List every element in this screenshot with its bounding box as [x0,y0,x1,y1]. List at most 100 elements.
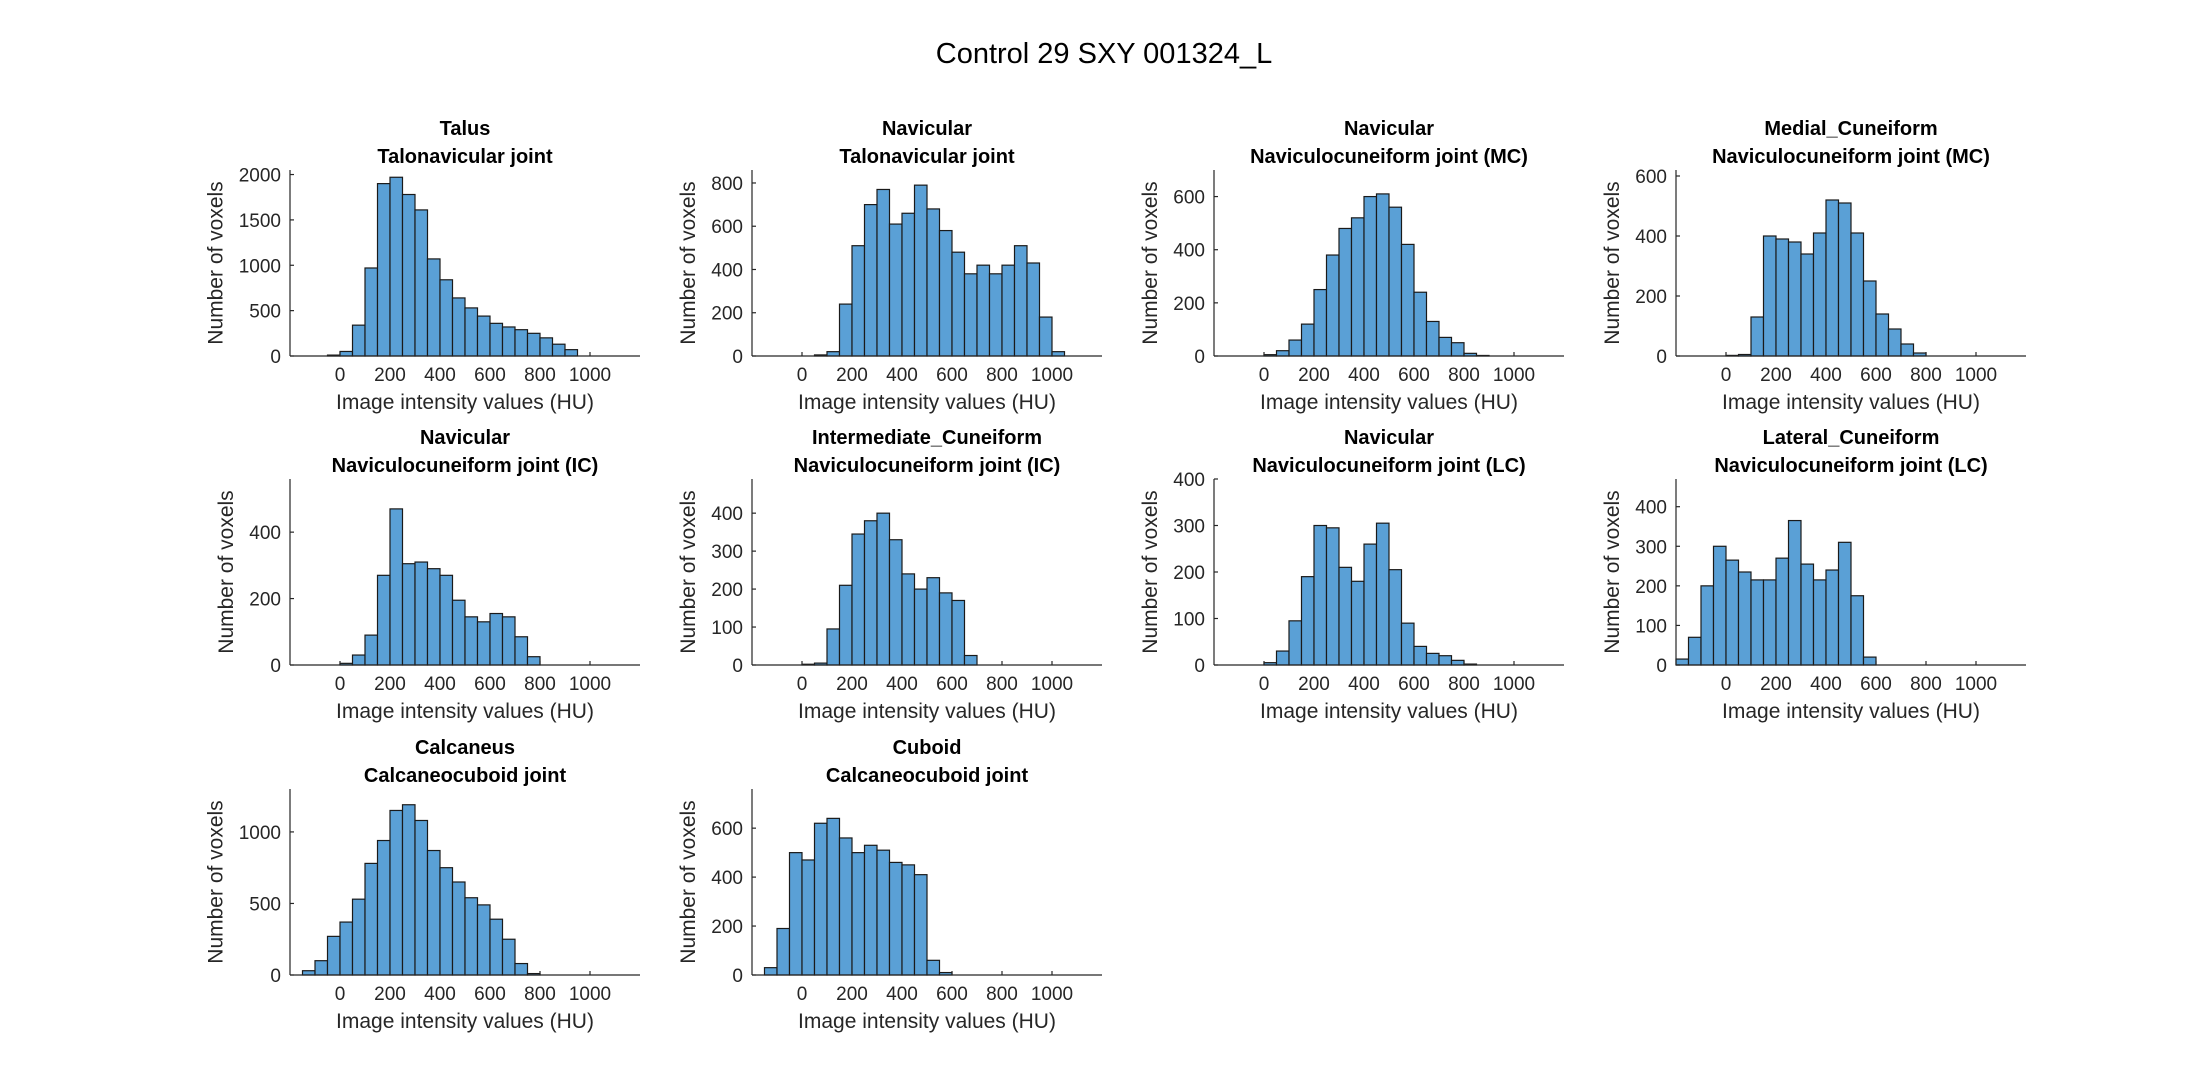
histogram-bar [851,852,866,976]
panel-title: Talus [440,118,491,140]
histogram-bar [339,350,354,357]
histogram-bar [1850,595,1865,666]
histogram-bar [1800,563,1815,666]
histogram-bars [1675,519,1877,666]
histogram-bar [376,574,391,666]
y-tick-label: 0 [270,347,281,368]
x-tick-label: 1000 [1031,674,1073,695]
histogram-bar [1825,569,1840,666]
histogram-bar [476,904,491,976]
histogram-bar [938,229,953,357]
histogram-bar [426,849,441,976]
histogram-bars [763,817,953,976]
histogram-bar [1375,193,1390,357]
x-tick-label: 200 [1298,674,1330,695]
histogram-bar [838,584,853,666]
y-tick-label: 1500 [239,211,281,232]
y-tick-label: 0 [1194,656,1205,677]
histogram-bar [851,533,866,666]
x-axis-label: Image intensity values (HU) [1722,700,1980,723]
histogram-bar [1338,227,1353,357]
histogram-bar [1275,650,1290,666]
histogram-bar [1001,264,1016,357]
x-tick-label: 0 [1259,674,1270,695]
histogram-bar [1425,652,1440,666]
histogram-bar [376,183,391,357]
histogram-bars [813,184,1066,357]
y-tick-label: 400 [711,260,743,281]
x-tick-label: 0 [335,674,346,695]
y-tick-label: 100 [711,618,743,639]
x-tick-label: 800 [524,984,556,1005]
y-tick-label: 300 [1635,537,1667,558]
x-tick-label: 400 [1348,674,1380,695]
histogram-bar [888,223,903,357]
histogram-bar [863,844,878,976]
y-tick-label: 600 [711,819,743,840]
x-tick-label: 600 [936,674,968,695]
panel-title: Naviculocuneiform joint (IC) [332,455,599,477]
x-tick-label: 400 [886,365,918,386]
x-tick-label: 800 [524,674,556,695]
y-axis-label: Number of voxels [677,181,700,344]
x-tick-label: 1000 [569,365,611,386]
histogram-bar [426,258,441,357]
histogram-bar [1837,202,1852,357]
x-tick-label: 800 [986,674,1018,695]
x-tick-label: 1000 [569,674,611,695]
histogram-bar [1850,232,1865,357]
histogram-bar [926,959,941,976]
histogram-bar [426,568,441,666]
histogram-bar [476,315,491,357]
histogram-bar [1675,658,1690,666]
x-tick-label: 1000 [1955,365,1997,386]
histogram-bars [1263,522,1478,666]
histogram-bar [364,267,379,357]
histogram-bar [464,897,479,976]
y-tick-label: 100 [1173,610,1205,631]
histogram-panel: 0 200 400 600 800 1000 0 500 1000 1500 2000 Image i… [205,118,640,414]
panel-title: Naviculocuneiform joint (IC) [794,455,1061,477]
histogram-panel: 0 200 400 600 800 1000 0 200 400 600 800 Image inte… [677,118,1102,414]
histogram-bar [526,656,541,666]
histogram-bars [801,512,978,666]
histogram-bars [301,804,541,976]
x-tick-label: 200 [1760,674,1792,695]
y-tick-label: 0 [1194,347,1205,368]
histogram-bar [1300,576,1315,666]
histogram-bar [1338,566,1353,666]
x-tick-label: 1000 [1955,674,1997,695]
x-tick-label: 400 [1348,365,1380,386]
histogram-bar [851,245,866,357]
histogram-bar [501,326,516,357]
histogram-bar [514,636,529,666]
y-tick-label: 200 [1173,294,1205,315]
y-axis-label: Number of voxels [677,490,700,653]
histogram-bar [526,332,541,357]
histogram-bar [1775,557,1790,666]
x-axis-label: Image intensity values (HU) [1260,700,1518,723]
histogram-bar [1800,253,1815,357]
histogram-bar [1762,579,1777,666]
x-tick-label: 400 [424,674,456,695]
panel-title: Naviculocuneiform joint (MC) [1712,146,1990,168]
x-tick-label: 600 [474,674,506,695]
x-tick-label: 0 [797,984,808,1005]
figure-title: Control 29 SXY 001324_L [936,38,1272,70]
histogram-bar [514,329,529,357]
histogram-bar [1812,579,1827,666]
y-axis-label: Number of voxels [1601,181,1624,344]
y-axis-label: Number of voxels [1601,490,1624,653]
histogram-bar [414,209,429,357]
histogram-bar [401,804,416,976]
histogram-bar [376,839,391,976]
histogram-bar [876,849,891,976]
histogram-bar [501,616,516,666]
histogram-bar [1862,656,1877,666]
y-tick-label: 0 [1656,656,1667,677]
y-tick-label: 600 [1635,167,1667,188]
histogram-bar [551,343,566,357]
x-tick-label: 0 [797,365,808,386]
